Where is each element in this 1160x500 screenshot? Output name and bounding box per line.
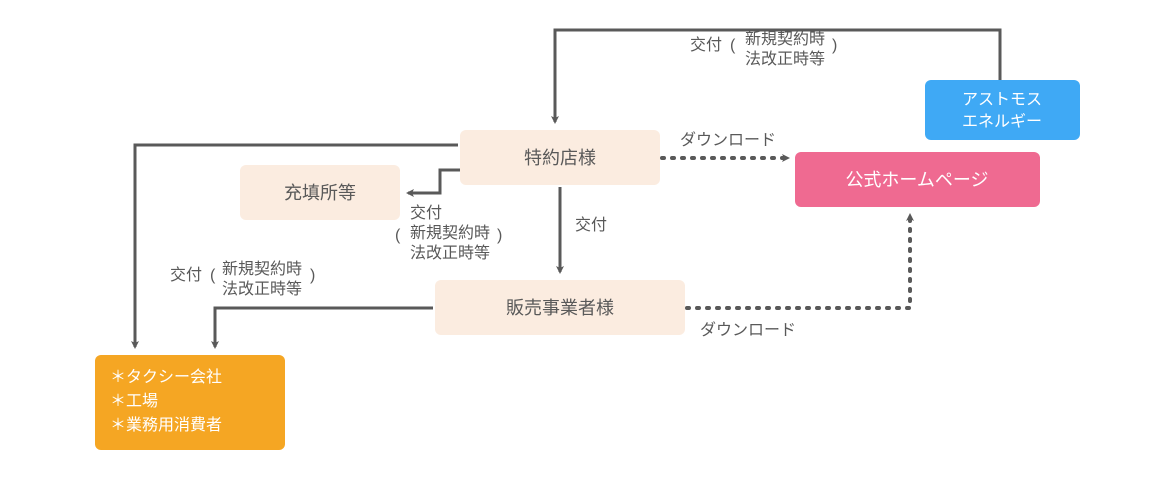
node-consumer-line1: ＊タクシー会社 [110, 368, 222, 386]
lbl-dealer-filling-kofu: 交付 [410, 204, 442, 222]
node-consumer-line3: ＊業務用消費者 [110, 416, 222, 434]
svg-text:新規契約時: 新規契約時 [745, 30, 825, 48]
node-homepage-label: 公式ホームページ [845, 170, 988, 190]
node-seller: 販売事業者様 [435, 280, 685, 335]
svg-text:交付: 交付 [690, 36, 722, 54]
edge-dealer-to-homepage: ダウンロード [662, 131, 788, 158]
paren-open-3: ( [210, 267, 216, 284]
paren-close-2: ) [497, 227, 502, 244]
paren-close-1: ) [832, 37, 837, 54]
node-consumer-line2: ＊工場 [110, 392, 158, 410]
lbl-astomos-d2: 法改正時等 [745, 50, 825, 68]
node-astomos: アストモス エネルギー [925, 80, 1080, 140]
node-seller-label: 販売事業者様 [506, 298, 614, 318]
lbl-dealer-seller-kofu: 交付 [575, 216, 607, 234]
node-consumer: ＊タクシー会社 ＊工場 ＊業務用消費者 [95, 355, 285, 450]
lbl-download-1: ダウンロード [680, 131, 776, 149]
paren-open-2: ( [395, 227, 401, 244]
paren-open-1: ( [730, 37, 736, 54]
lbl-seller-consumer-kofu: 交付 [170, 266, 202, 284]
edge-dealer-to-seller: 交付 [560, 187, 607, 272]
node-filling-label: 充填所等 [284, 183, 356, 203]
flow-diagram: 交付 ( 新規契約時 法改正時等 ) ダウンロード ダウンロード 交付 交付 (… [0, 0, 1160, 500]
lbl-df-d2: 法改正時等 [410, 244, 490, 262]
lbl-sc-d2: 法改正時等 [222, 280, 302, 298]
node-filling: 充填所等 [240, 165, 400, 220]
node-dealer-label: 特約店様 [524, 148, 596, 168]
lbl-astomos-d1: 新規契約時 [745, 30, 825, 48]
lbl-astomos-kofu: 交付 [690, 36, 722, 54]
node-astomos-line2: エネルギー [962, 113, 1042, 131]
paren-close-3: ) [310, 267, 315, 284]
node-astomos-line1: アストモス [962, 92, 1042, 109]
lbl-sc-d1: 新規契約時 [222, 260, 302, 278]
edge-seller-to-homepage: ダウンロード [687, 215, 910, 339]
edge-seller-to-consumer: 交付 ( 新規契約時 法改正時等 ) [170, 260, 433, 347]
lbl-download-2: ダウンロード [700, 321, 796, 339]
svg-text:法改正時等: 法改正時等 [745, 50, 825, 68]
lbl-df-d1: 新規契約時 [410, 224, 490, 242]
node-dealer: 特約店様 [460, 130, 660, 185]
node-homepage: 公式ホームページ [795, 152, 1040, 207]
